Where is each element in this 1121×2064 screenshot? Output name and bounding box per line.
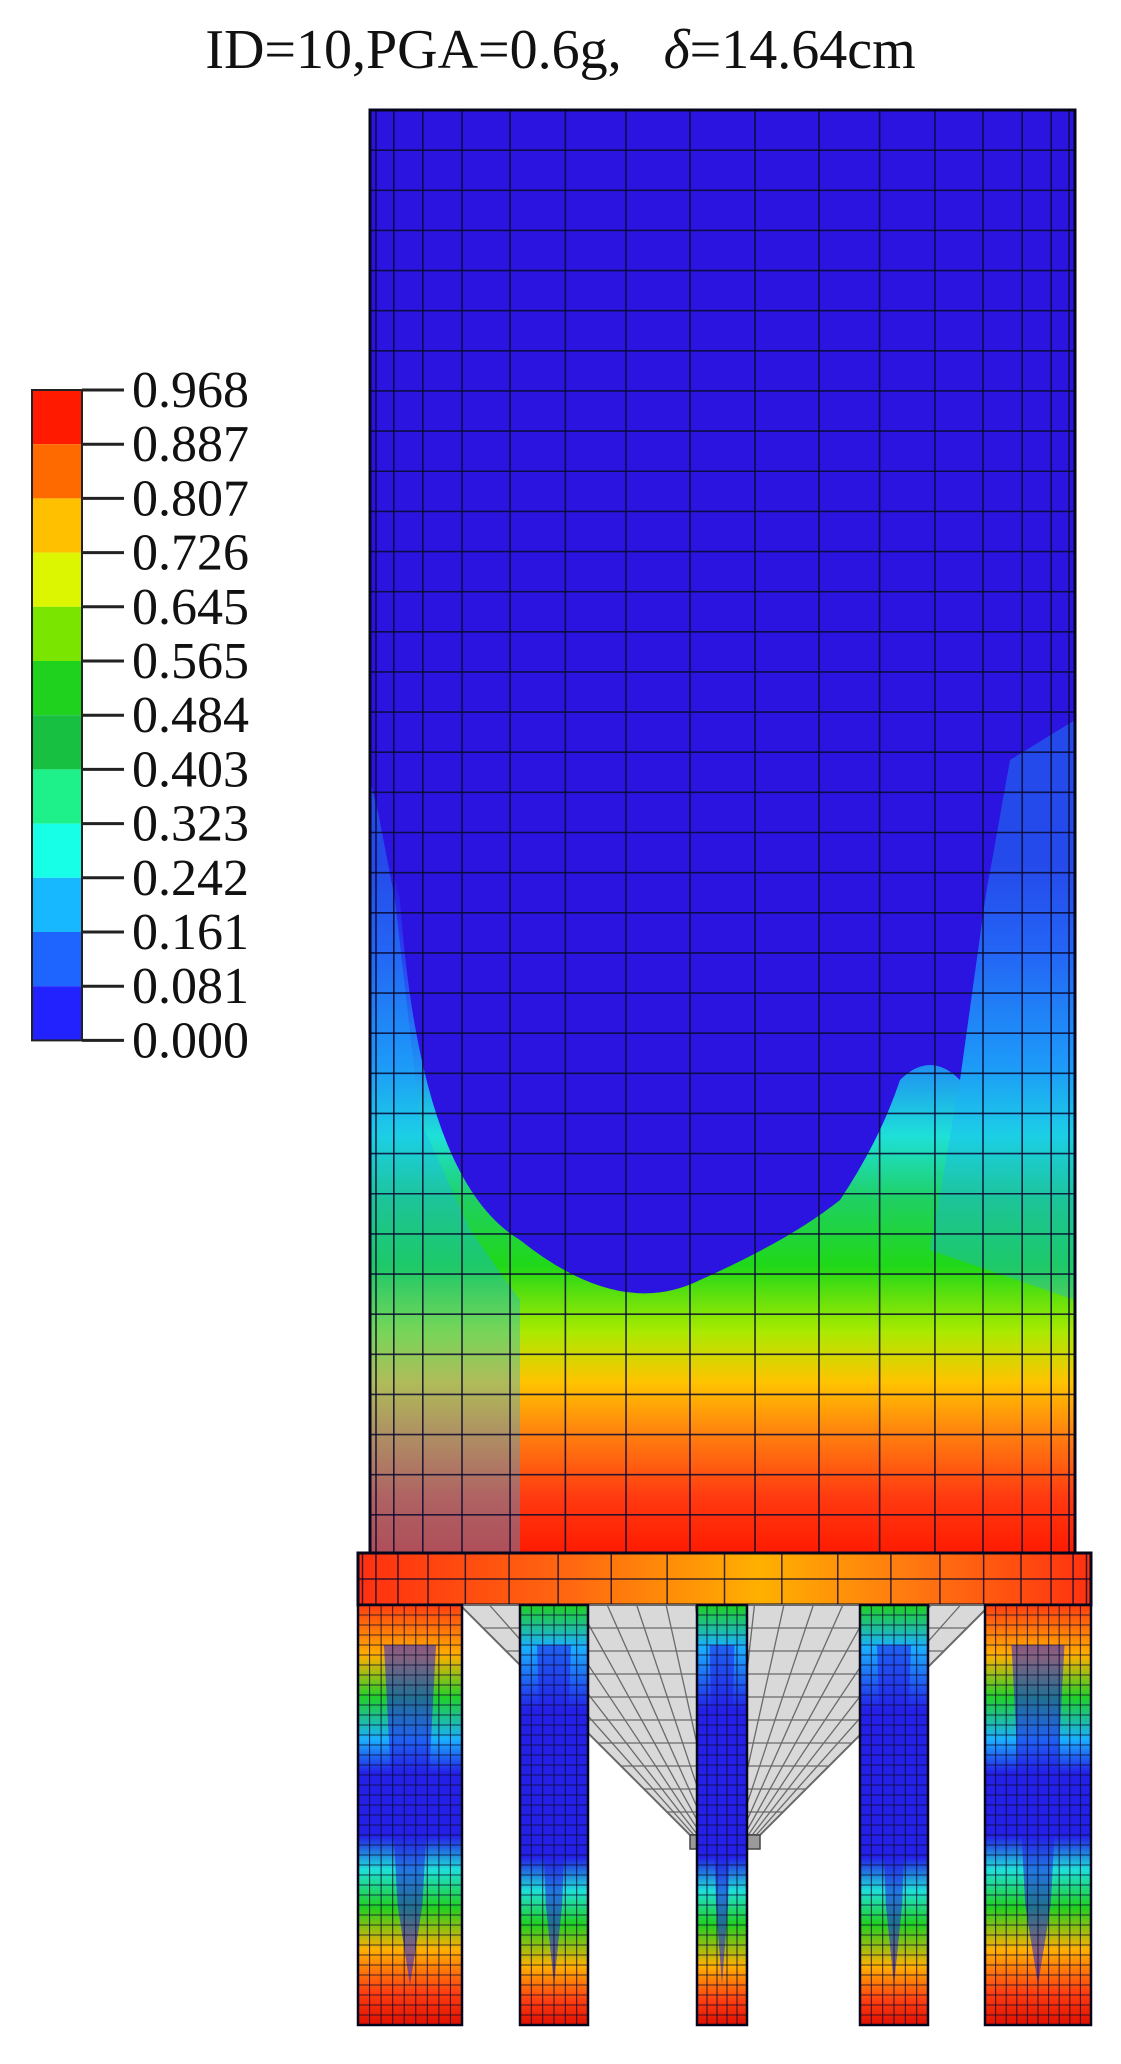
legend-value-label: 0.645: [132, 579, 249, 636]
figure-title: ID=10,PGA=0.6g, δ=14.64cm: [0, 18, 1121, 82]
support-columns: [356, 1603, 1093, 2027]
legend-value-label: 0.887: [132, 416, 249, 473]
support-column: [858, 1603, 930, 2027]
legend-value-label: 0.484: [132, 687, 249, 744]
legend-swatch: [32, 877, 82, 932]
legend-swatch: [32, 552, 82, 607]
legend-value-label: 0.323: [132, 796, 249, 853]
legend-swatch: [32, 606, 82, 661]
wall-right-edge-band: [930, 720, 1075, 1300]
title-suffix: =14.64cm: [689, 19, 916, 81]
legend-swatch: [32, 932, 82, 987]
support-column: [518, 1603, 590, 2027]
legend-swatch: [32, 498, 82, 553]
title-prefix: ID=10,PGA=0.6g,: [205, 19, 664, 81]
delta-symbol: δ: [663, 19, 690, 81]
wall-mesh-grid: [368, 108, 1077, 1557]
legend-value-label: 0.161: [132, 904, 249, 961]
silo-wall: [368, 108, 1077, 1560]
support-column: [695, 1603, 749, 2027]
legend-value-label: 0.242: [132, 850, 249, 907]
legend-value-label: 0.403: [132, 741, 249, 798]
legend-swatch: [32, 715, 82, 770]
legend-swatch: [32, 769, 82, 824]
legend-value-label: 0.000: [132, 1012, 249, 1069]
legend-swatch: [32, 390, 82, 445]
wall-left-edge-band: [370, 770, 520, 1560]
legend-swatch: [32, 444, 82, 499]
legend-swatch: [32, 661, 82, 716]
ring-beam: [356, 1551, 1093, 1607]
legend-swatch: [32, 986, 82, 1041]
support-column: [356, 1603, 464, 2027]
legend-value-label: 0.565: [132, 633, 249, 690]
legend-value-label: 0.807: [132, 470, 249, 527]
legend-value-label: 0.081: [132, 958, 249, 1015]
legend-value-label: 0.726: [132, 525, 249, 582]
low-damage-zone: [370, 110, 1075, 1294]
legend: 0.9680.8870.8070.7260.6450.5650.4840.403…: [31, 362, 249, 1069]
support-column: [983, 1603, 1093, 2027]
legend-swatch: [32, 823, 82, 878]
legend-value-label: 0.968: [132, 362, 249, 419]
